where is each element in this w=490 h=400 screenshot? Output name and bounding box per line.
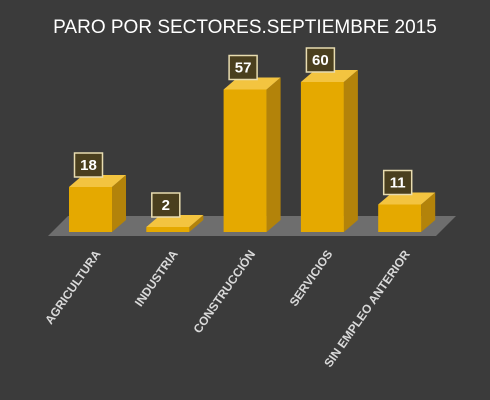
bar-top — [69, 175, 126, 187]
bar-side — [343, 70, 358, 232]
value-label: 11 — [390, 174, 406, 191]
value-label-box — [73, 152, 104, 178]
bar-front — [146, 227, 190, 232]
value-label-box — [382, 169, 413, 196]
chart-title: PARO POR SECTORES.SEPTIEMBRE 2015 — [53, 17, 437, 38]
bar-side — [266, 77, 281, 232]
bar — [69, 175, 126, 232]
bar-front — [378, 204, 422, 232]
bar — [378, 192, 436, 232]
bar — [223, 77, 281, 232]
value-label-box — [305, 47, 336, 73]
bar — [300, 70, 358, 232]
value-label: 60 — [312, 52, 329, 69]
bar-top — [146, 215, 204, 227]
bar-front — [223, 89, 267, 232]
value-label-box — [151, 192, 181, 218]
bar-top — [223, 77, 281, 90]
value-label: 18 — [80, 157, 97, 174]
bar-side — [421, 192, 436, 232]
bar-top — [300, 70, 358, 82]
bar — [146, 215, 204, 232]
bar-front — [300, 82, 344, 232]
value-label: 57 — [235, 59, 252, 76]
bar-front — [69, 187, 112, 232]
bar-side — [189, 215, 204, 232]
value-label: 2 — [162, 197, 170, 214]
value-label-box — [228, 54, 258, 81]
bar-top — [378, 192, 436, 205]
bar-side — [112, 175, 126, 232]
